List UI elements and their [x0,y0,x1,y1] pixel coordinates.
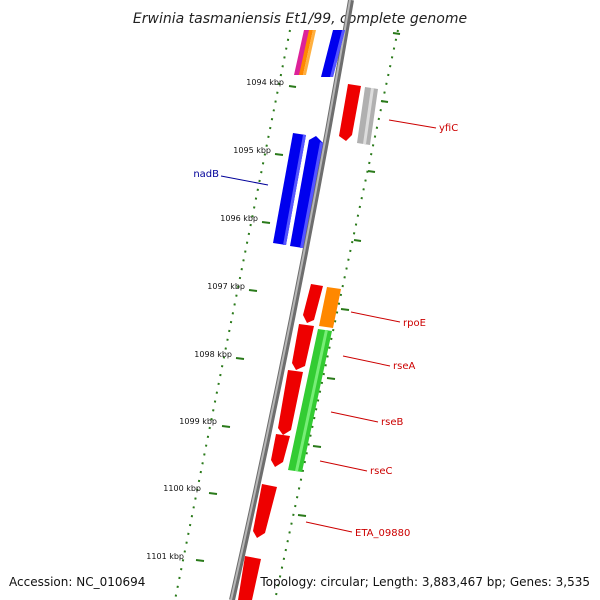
gene-labels: yfiC nadB rpoE rseA rseB rseC ETA_09880 [193,123,458,539]
gene-label-rseB[interactable]: rseB [381,417,403,428]
gene-red[interactable] [238,556,261,600]
gene-nadB-a[interactable] [273,133,306,245]
gene-yfiC-grey-shade [363,88,374,144]
accession-text: Accession: NC_010694 [9,575,145,589]
kbp-label: 1100 kbp [163,484,201,493]
outer-genes [288,30,378,472]
kbp-label: 1098 kbp [194,350,232,359]
gene-block[interactable] [303,30,316,75]
kbp-label: 1099 kbp [179,417,217,426]
map-title: Erwinia tasmaniensis Et1/99, complete ge… [133,11,467,27]
kbp-label: 1101 kbp [146,552,184,561]
gene-block[interactable] [299,30,313,75]
inner-tick-track [174,29,291,600]
gene-label-yfiC[interactable]: yfiC [439,123,458,134]
gene-red[interactable] [292,324,314,370]
gene-label-ETA_09880[interactable]: ETA_09880 [355,528,410,539]
gene-label-rpoE[interactable]: rpoE [403,318,426,329]
kbp-labels: 1094 kbp 1095 kbp 1096 kbp 1097 kbp 1098… [146,78,284,561]
kbp-label: 1095 kbp [233,146,271,155]
major-ticks [195,85,297,562]
label-leaders [220,119,437,533]
genome-summary-text: Topology: circular; Length: 3,883,467 bp… [259,575,590,589]
gene-label-rseA[interactable]: rseA [393,361,415,372]
gene-nadB-b[interactable] [290,136,323,248]
gene-nadB-a-shade [283,135,306,245]
gene-blue-top-shade [330,30,345,77]
gene-nadB-b-shade [300,142,323,248]
kbp-label: 1096 kbp [220,214,258,223]
genome-backbone [229,0,354,600]
inner-genes [238,30,323,600]
gene-label-rseC[interactable]: rseC [370,466,392,477]
outer-major-ticks [297,32,401,517]
gene-rseB-shade [295,330,328,471]
gene-red[interactable] [278,370,303,435]
gene-red[interactable] [303,284,323,323]
gene-red[interactable] [253,484,277,538]
gene-rpoE[interactable] [319,287,341,328]
gene-red[interactable] [271,434,290,467]
gene-yfiC-red[interactable] [339,84,361,141]
kbp-label: 1094 kbp [246,78,284,87]
kbp-label: 1097 kbp [207,282,245,291]
gene-label-nadB[interactable]: nadB [193,169,219,180]
